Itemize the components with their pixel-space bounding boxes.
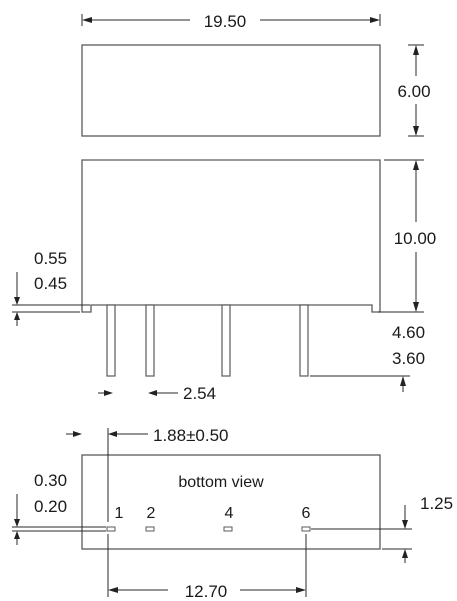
bottom-pad-4 (223, 526, 233, 532)
pad-size-arrow-bottom (14, 531, 20, 539)
offset-arrow-right (108, 431, 117, 437)
pitch-label: 2.54 (183, 384, 216, 403)
bottom-view-title: bottom view (178, 474, 264, 491)
pitch-arrow-left (104, 390, 113, 396)
standoff-arrow-top (14, 297, 20, 305)
height-arrow-top (413, 160, 419, 170)
standoff-max-label: 0.55 (34, 249, 67, 268)
depth-arrow-bottom (413, 126, 419, 136)
pin-length-max-label: 4.60 (392, 323, 425, 342)
span-arrow-right (296, 587, 306, 593)
side-pin-4 (221, 304, 231, 377)
width-arrow-right (370, 17, 380, 23)
side-pin-2 (145, 304, 155, 377)
side-view-body (81, 159, 381, 313)
pin-number-4: 4 (225, 505, 234, 522)
side-pin-6 (299, 304, 309, 377)
pin-number-6: 6 (302, 505, 311, 522)
top-view: 19.50 6.00 (81, 12, 431, 137)
side-pin-1 (106, 304, 116, 377)
depth-arrow-top (413, 45, 419, 55)
bottom-view: bottom view 1 2 4 6 1.88±0.50 0.30 0.20 (12, 426, 453, 601)
bottom-pad-6 (301, 526, 311, 532)
width-arrow-left (82, 17, 92, 23)
width-label: 19.50 (204, 12, 247, 31)
top-view-body (81, 44, 381, 137)
span-arrow-left (108, 587, 118, 593)
pin-length-arrow (400, 376, 406, 386)
pad-size-min-label: 0.20 (34, 497, 67, 516)
pin-number-1: 1 (115, 505, 124, 522)
pin-offset-label: 1.88±0.50 (153, 426, 229, 445)
height-arrow-bottom (413, 302, 419, 312)
edge-offset-label: 1.25 (420, 494, 453, 513)
standoff-arrow-bottom (14, 312, 20, 320)
pin-number-2: 2 (147, 505, 156, 522)
standoff-min-label: 0.45 (34, 274, 67, 293)
bottom-pad-1 (106, 526, 116, 532)
pin-length-min-label: 3.60 (392, 349, 425, 368)
bottom-view-body (81, 454, 381, 550)
depth-label: 6.00 (397, 82, 430, 101)
height-label: 10.00 (394, 229, 437, 248)
pad-size-max-label: 0.30 (34, 471, 67, 490)
pitch-arrow-right (148, 390, 157, 396)
edge-offset-arrow-top (402, 520, 408, 529)
side-view: 10.00 0.55 0.45 4.60 3.60 2.54 (12, 159, 437, 403)
edge-offset-arrow-bottom (402, 549, 408, 558)
bottom-pad-2 (145, 526, 155, 532)
pad-size-arrow-top (14, 519, 20, 527)
offset-arrow-left (73, 431, 82, 437)
pin-span-label: 12.70 (185, 582, 228, 601)
